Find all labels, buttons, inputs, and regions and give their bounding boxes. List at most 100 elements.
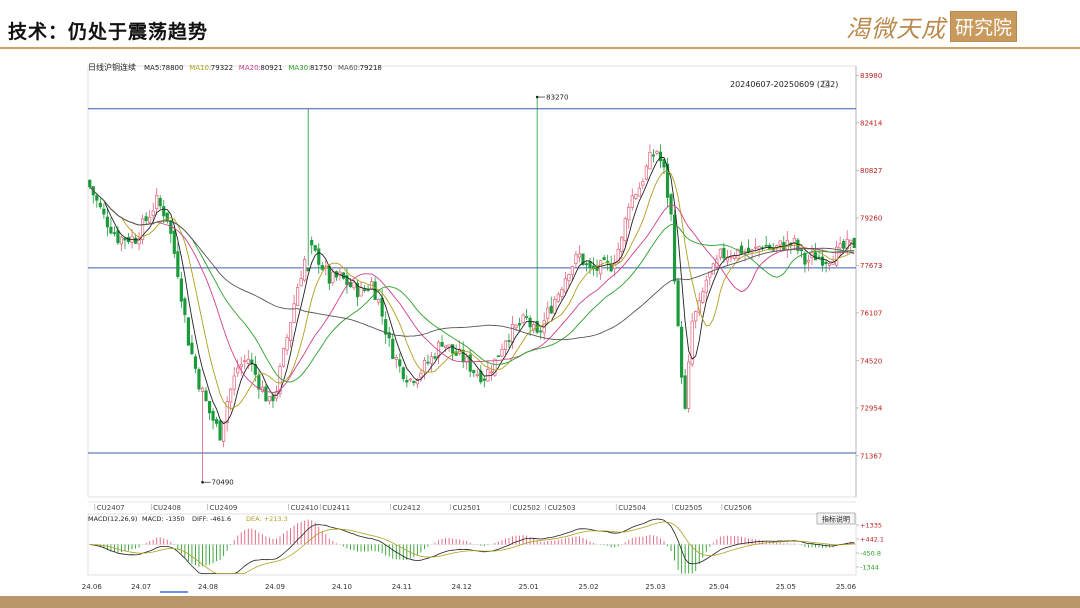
logo-box-text: 研究院 <box>950 10 1018 42</box>
candle-87 <box>394 354 398 369</box>
candle-body <box>141 218 145 241</box>
candle-130 <box>546 301 550 325</box>
candle-body <box>109 226 113 234</box>
candle-body <box>754 246 758 249</box>
candle-body <box>665 163 670 198</box>
candle-9 <box>119 235 124 252</box>
candle-112 <box>482 376 486 388</box>
candle-body <box>380 297 384 317</box>
candle-body <box>98 202 102 208</box>
footer-bar <box>0 596 1080 608</box>
candle-117 <box>500 343 504 358</box>
candle-body <box>644 165 648 180</box>
candle-body <box>616 248 620 263</box>
candle-body <box>556 293 560 302</box>
date-tick-label-11: 25.05 <box>776 583 796 591</box>
price-panel-frame <box>87 65 857 498</box>
candle-body <box>842 241 846 249</box>
date-tick-label-4: 24.10 <box>332 583 352 591</box>
annotation-dot-0 <box>535 95 539 99</box>
candle-body <box>303 258 307 281</box>
date-tick-label-2: 24.08 <box>198 583 218 591</box>
candle-177 <box>711 262 715 275</box>
candle-170 <box>687 354 691 413</box>
contract-label-7: CU2502 <box>513 504 541 512</box>
candle-body <box>820 256 825 266</box>
annotation-label-1: 70490 <box>211 479 233 487</box>
candle-144 <box>595 259 599 278</box>
candle-172 <box>694 310 698 329</box>
candle-108 <box>468 349 472 378</box>
candle-body <box>155 194 159 210</box>
candle-94 <box>419 368 423 383</box>
candle-89 <box>401 366 405 382</box>
candle-body <box>183 298 187 316</box>
candle-body <box>475 373 479 376</box>
candle-43 <box>239 356 243 376</box>
candle-body <box>447 344 451 348</box>
candle-145 <box>599 259 603 280</box>
candle-body <box>433 356 437 359</box>
candle-body <box>246 358 250 364</box>
candle-body <box>197 369 201 390</box>
candle-body <box>493 358 497 376</box>
candle-153 <box>627 203 631 229</box>
candle-body <box>704 279 708 293</box>
candle-body <box>694 311 698 322</box>
candle-body <box>672 214 677 282</box>
candle-3 <box>98 198 102 210</box>
instrument-label: 沪铜连续 <box>104 62 136 72</box>
candle-body <box>461 349 465 362</box>
candle-body <box>521 314 525 323</box>
candle-body <box>792 237 796 244</box>
candle-body <box>225 401 229 424</box>
ma-legend-name-0: MA5: <box>144 64 162 72</box>
candle-110 <box>475 369 479 378</box>
candle-192 <box>764 235 768 247</box>
candle-42 <box>236 359 240 377</box>
candle-146 <box>602 254 606 261</box>
candle-70 <box>334 270 338 281</box>
candle-198 <box>785 231 789 258</box>
candle-body <box>736 248 740 259</box>
candle-158 <box>644 164 648 181</box>
candle-body <box>250 359 254 365</box>
candle-body <box>236 367 240 374</box>
candle-16 <box>144 212 148 225</box>
candle-1 <box>91 185 95 204</box>
candle-139 <box>577 245 582 263</box>
candle-28 <box>186 317 190 346</box>
candle-175 <box>704 275 708 302</box>
candle-29 <box>190 334 194 356</box>
candle-162 <box>658 144 663 169</box>
contract-label-10: CU2505 <box>675 504 703 512</box>
candle-body <box>778 240 782 246</box>
macd-legend-1: DIFF: -461.6 <box>192 515 231 523</box>
candle-body <box>362 289 367 291</box>
candle-body <box>232 375 236 390</box>
candle-31 <box>197 367 201 392</box>
date-tick-label-0: 24.06 <box>82 583 103 591</box>
candle-208 <box>820 249 825 272</box>
candle-179 <box>718 248 722 261</box>
ma-legend-name-1: MA10: <box>189 64 211 72</box>
candle-body <box>482 378 486 381</box>
candle-114 <box>489 364 493 382</box>
candle-body <box>102 208 106 215</box>
candle-body <box>352 281 356 289</box>
candle-body <box>95 195 99 201</box>
candle-body <box>88 179 92 188</box>
candle-body <box>606 260 610 263</box>
candle-body <box>813 252 818 261</box>
macd-diff-line <box>89 518 855 574</box>
candle-body <box>137 238 141 245</box>
candle-body <box>133 237 138 244</box>
candle-20 <box>158 195 162 210</box>
ma-legend-value-3: 81750 <box>310 64 332 72</box>
candle-body <box>546 307 550 319</box>
indicator-help-button[interactable] <box>816 512 856 525</box>
contract-label-0: CU2407 <box>97 504 125 512</box>
candle-106 <box>461 341 465 369</box>
candle-body <box>440 342 444 347</box>
